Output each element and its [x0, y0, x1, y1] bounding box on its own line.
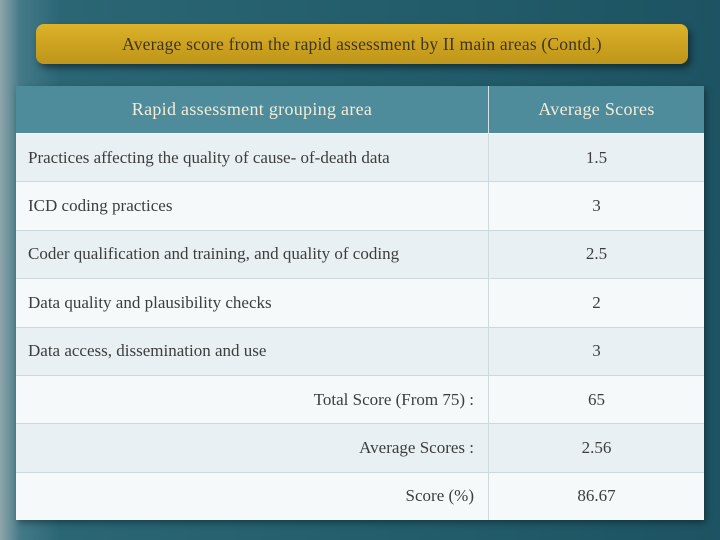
slide-title-banner: Average score from the rapid assessment …: [36, 24, 688, 64]
row-label: Data access, dissemination and use: [28, 341, 267, 361]
slide-title: Average score from the rapid assessment …: [122, 33, 602, 54]
row-value: 2.56: [488, 424, 704, 472]
table-row: Data access, dissemination and use 3: [16, 326, 704, 375]
table-row: Data quality and plausibility checks 2: [16, 278, 704, 327]
row-value: 2: [488, 279, 704, 327]
row-value: 1.5: [488, 134, 704, 182]
table-row: Practices affecting the quality of cause…: [16, 134, 704, 182]
row-value: 3: [488, 327, 704, 375]
table-row-average-scores: Average Scores : 2.56: [16, 423, 704, 472]
table-header-row: Rapid assessment grouping area Average S…: [16, 86, 704, 134]
table-row-total-score: Total Score (From 75) : 65: [16, 374, 704, 424]
header-grouping-area: Rapid assessment grouping area: [131, 99, 373, 119]
header-average-scores: Average Scores: [488, 86, 704, 133]
row-label: ICD coding practices: [28, 196, 173, 216]
table-row: ICD coding practices 3: [16, 181, 704, 230]
row-label: Data quality and plausibility checks: [28, 292, 272, 312]
row-label: Total Score (From 75) :: [313, 389, 474, 409]
table-row: Coder qualification and training, and qu…: [16, 229, 704, 279]
row-label: Score (%): [405, 486, 474, 506]
table-row-score-percent: Score (%) 86.67: [16, 471, 704, 520]
row-label: Average Scores :: [359, 437, 474, 457]
row-value: 2.5: [488, 230, 704, 279]
row-value: 65: [488, 375, 704, 424]
row-label: Practices affecting the quality of cause…: [28, 147, 390, 167]
row-value: 3: [488, 182, 704, 230]
assessment-table: Rapid assessment grouping area Average S…: [16, 86, 704, 520]
row-label: Coder qualification and training, and qu…: [28, 244, 400, 264]
row-value: 86.67: [488, 472, 704, 520]
